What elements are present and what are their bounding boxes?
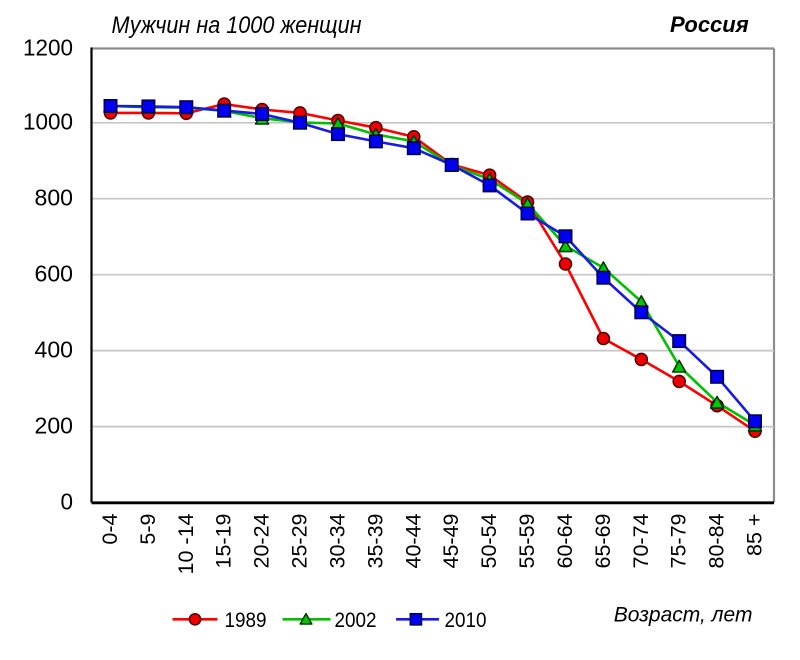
svg-text:Россия: Россия bbox=[670, 12, 749, 37]
svg-text:200: 200 bbox=[35, 413, 74, 439]
svg-text:80-84: 80-84 bbox=[705, 513, 729, 568]
svg-text:0: 0 bbox=[61, 489, 74, 515]
svg-text:400: 400 bbox=[35, 337, 74, 363]
svg-text:65-69: 65-69 bbox=[591, 514, 615, 569]
svg-text:15-19: 15-19 bbox=[212, 514, 236, 569]
svg-text:35-39: 35-39 bbox=[363, 514, 387, 569]
svg-text:40-44: 40-44 bbox=[401, 513, 425, 568]
svg-text:Мужчин на 1000 женщин: Мужчин на 1000 женщин bbox=[112, 12, 362, 39]
svg-text:45-49: 45-49 bbox=[439, 514, 463, 569]
svg-text:1000: 1000 bbox=[23, 109, 73, 135]
svg-text:5-9: 5-9 bbox=[136, 514, 160, 545]
svg-text:30-34: 30-34 bbox=[326, 513, 350, 568]
svg-text:Возраст, лет: Возраст, лет bbox=[614, 604, 753, 627]
svg-text:70-74: 70-74 bbox=[629, 513, 653, 568]
svg-text:1989: 1989 bbox=[225, 609, 267, 632]
svg-text:25-29: 25-29 bbox=[288, 514, 312, 569]
svg-text:10 -14: 10 -14 bbox=[174, 513, 198, 574]
svg-text:55-59: 55-59 bbox=[515, 514, 539, 569]
svg-text:800: 800 bbox=[35, 185, 74, 211]
svg-text:60-64: 60-64 bbox=[553, 513, 577, 568]
svg-text:85 +: 85 + bbox=[743, 514, 767, 556]
svg-text:20-24: 20-24 bbox=[250, 513, 274, 568]
svg-text:2010: 2010 bbox=[445, 609, 487, 632]
svg-text:0-4: 0-4 bbox=[98, 513, 122, 544]
svg-text:1200: 1200 bbox=[23, 34, 73, 60]
svg-text:50-54: 50-54 bbox=[477, 513, 501, 568]
svg-text:600: 600 bbox=[35, 261, 74, 287]
svg-text:75-79: 75-79 bbox=[667, 514, 691, 569]
svg-text:2002: 2002 bbox=[335, 609, 377, 632]
